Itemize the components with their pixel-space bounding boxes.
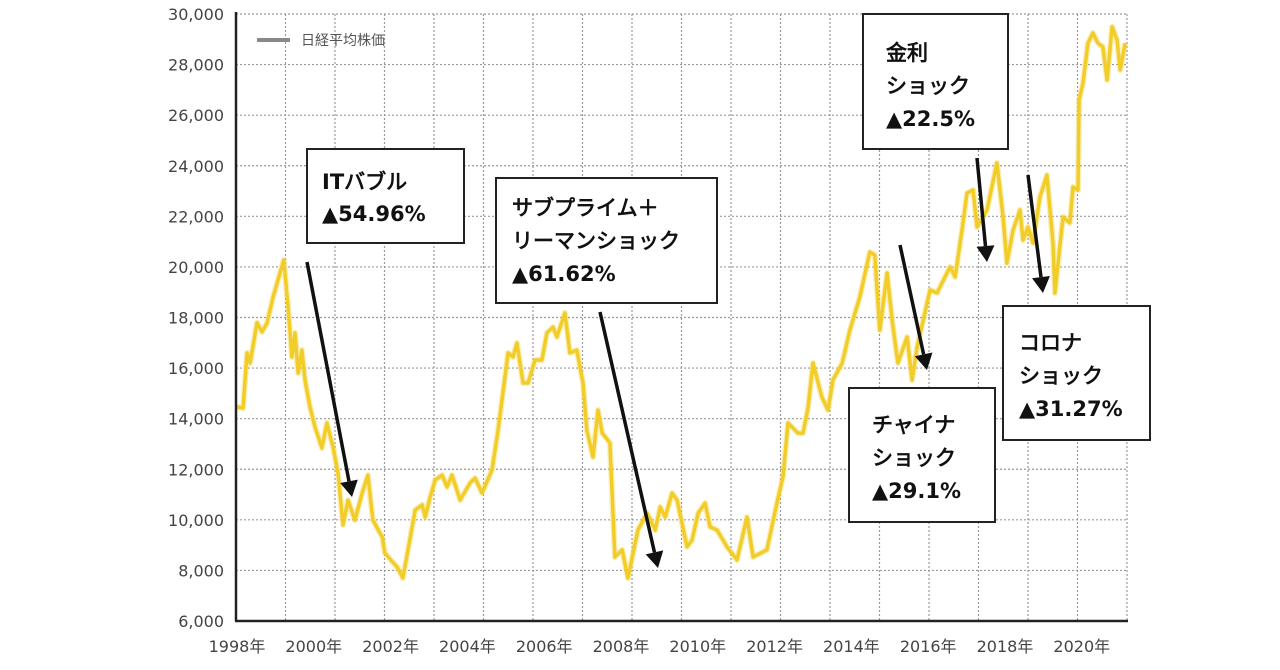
y-tick-label: 10,000 [168, 511, 224, 530]
axes [234, 12, 1128, 623]
x-tick-label: 2008年 [593, 637, 650, 656]
annotation-text: ▲29.1% [872, 479, 961, 503]
annotation-text: ▲22.5% [886, 107, 975, 131]
annotation-text: 金利 [885, 41, 928, 65]
annotation-box [862, 13, 1009, 150]
annotation-box [1002, 305, 1151, 441]
annotation-box [848, 387, 996, 523]
x-tick-label: 2002年 [362, 637, 419, 656]
legend-label: 日経平均株価 [301, 33, 385, 49]
y-axis-ticks: 6,000 8,000 10,000 12,000 14,000 16,000 18,000… [168, 5, 224, 631]
arrow-head-icon [340, 479, 358, 497]
x-tick-label: 1998年 [209, 637, 266, 656]
y-tick-label: 18,000 [168, 309, 224, 328]
annotation-text: リーマンショック [512, 229, 680, 253]
annotation-text: ITバブル [322, 170, 407, 194]
y-tick-label: 6,000 [178, 612, 224, 631]
y-tick-label: 16,000 [168, 359, 224, 378]
x-tick-label: 2010年 [669, 637, 726, 656]
annotation-arrow [1026, 174, 1043, 278]
annotations: ITバブル ▲54.96% サブプライム＋ リーマンショック ▲61.62% 金利ショック… [305, 13, 1151, 568]
x-tick-label: 2006年 [516, 637, 573, 656]
annotation-it-bubble: ITバブル ▲54.96% [305, 148, 465, 497]
y-tick-label: 14,000 [168, 410, 224, 429]
annotation-text: ▲61.62% [512, 262, 616, 286]
x-tick-label: 2016年 [900, 637, 957, 656]
arrow-head-icon [914, 352, 933, 370]
annotation-text: ショック [872, 446, 956, 470]
annotation-arrow [305, 261, 351, 482]
x-tick-label: 2018年 [977, 637, 1034, 656]
y-tick-label: 22,000 [168, 207, 224, 226]
annotation-arrow [898, 244, 926, 355]
y-tick-label: 8,000 [178, 561, 224, 580]
series-line-path [236, 25, 1127, 580]
annotation-text: ショック [1019, 364, 1103, 388]
annotation-arrow [975, 157, 988, 247]
x-tick-label: 2000年 [285, 637, 342, 656]
y-tick-label: 30,000 [168, 5, 224, 24]
y-tick-label: 24,000 [168, 157, 224, 176]
arrow-head-icon [645, 550, 664, 568]
legend: 日経平均株価 [257, 33, 385, 49]
annotation-text: ショック [886, 74, 970, 98]
annotation-text: ▲54.96% [322, 202, 426, 226]
x-axis-ticks: 1998年 2000年 2002年 2004年 2006年 2008年 2010年 2012年… [209, 637, 1111, 656]
annotation-box [306, 148, 465, 244]
annotation-text: コロナ [1019, 331, 1082, 355]
annotation-subprime-lehman: サブプライム＋ リーマンショック ▲61.62% [495, 177, 718, 568]
annotation-text: ▲31.27% [1019, 397, 1123, 421]
y-tick-label: 12,000 [168, 460, 224, 479]
y-tick-label: 20,000 [168, 258, 224, 277]
arrow-head-icon [976, 245, 995, 262]
arrow-head-icon [1032, 275, 1050, 293]
annotation-box [495, 177, 718, 304]
x-tick-label: 2004年 [439, 637, 496, 656]
annotation-text: チャイナ [872, 413, 955, 437]
x-tick-label: 2012年 [746, 637, 803, 656]
y-tick-label: 26,000 [168, 106, 224, 125]
x-tick-label: 2020年 [1053, 637, 1110, 656]
annotation-arrow [598, 311, 657, 553]
annotation-text: サブプライム＋ [512, 196, 659, 220]
y-tick-label: 28,000 [168, 56, 224, 75]
x-tick-label: 2014年 [823, 637, 880, 656]
